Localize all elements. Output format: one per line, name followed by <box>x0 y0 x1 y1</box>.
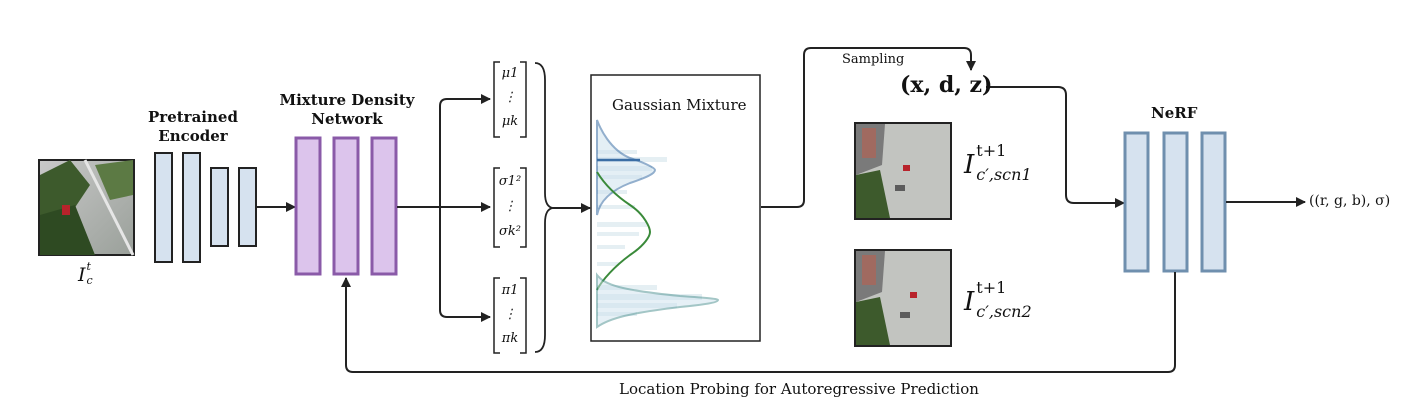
sampling-label: Sampling <box>842 52 905 67</box>
encoder-label-line1: Pretrained <box>148 108 238 126</box>
mu-1: μ1 <box>501 66 519 81</box>
nerf-layer-1 <box>1123 131 1150 273</box>
xdz-label: (x, d, z) <box>900 72 993 98</box>
gaussian-curve-3 <box>596 272 720 329</box>
scene-image-1 <box>854 122 952 220</box>
mdn-layer-2 <box>332 136 360 276</box>
scene2-symbol: I <box>964 287 975 317</box>
pi-1: π1 <box>501 283 519 298</box>
scene1-sup: t+1 <box>976 141 1007 160</box>
mu-vector: μ1 ⋮ μk <box>498 62 522 134</box>
sigma-vector: σ1² ⋮ σk² <box>498 169 522 244</box>
mdn-label-line2: Network <box>311 110 383 128</box>
scene2-sup: t+1 <box>976 278 1007 297</box>
mu-k: μk <box>501 114 519 129</box>
scene1-symbol: I <box>964 150 975 180</box>
arrow-gmm-to-sampling <box>761 47 976 208</box>
encoder-layer-2 <box>182 152 201 263</box>
encoder-block <box>154 152 257 263</box>
gaussian-mixture-label: Gaussian Mixture <box>612 96 747 114</box>
sigma-dots: ⋮ <box>503 199 517 214</box>
encoder-layer-3 <box>210 167 229 247</box>
vector-brackets <box>493 61 527 354</box>
encoder-label-line2: Encoder <box>158 127 228 145</box>
arrow-xdz-to-nerf <box>986 86 1125 208</box>
encoder-layer-4 <box>238 167 257 247</box>
pi-k: πk <box>501 331 519 346</box>
mdn-layer-3 <box>370 136 398 276</box>
nerf-label: NeRF <box>1151 104 1198 122</box>
feedback-arrow <box>341 272 1176 373</box>
scene2-sub: c′,scn2 <box>976 302 1032 321</box>
encoder-layer-1 <box>154 152 173 263</box>
output-label: ((r, g, b), σ) <box>1309 193 1391 209</box>
encoder-label: Pretrained Encoder <box>138 108 248 146</box>
mdn-block <box>294 136 398 276</box>
scene1-sub: c′,scn1 <box>976 165 1032 184</box>
input-image-sup: t <box>86 260 91 273</box>
nerf-block <box>1123 131 1227 273</box>
input-image-symbol: I <box>78 264 86 286</box>
pi-dots: ⋮ <box>503 307 517 322</box>
location-probing-label: Location Probing for Autoregressive Pred… <box>619 380 979 398</box>
nerf-layer-3 <box>1200 131 1227 273</box>
mdn-label: Mixture Density Network <box>272 91 422 129</box>
curly-brace <box>534 62 554 353</box>
gaussian-curve-2 <box>596 171 652 291</box>
mdn-output-arrows <box>397 94 491 322</box>
mdn-layer-1 <box>294 136 322 276</box>
nerf-layer-2 <box>1162 131 1189 273</box>
mdn-label-line1: Mixture Density <box>279 91 415 109</box>
sigma-1: σ1² <box>498 174 522 189</box>
scene-image-2 <box>854 249 952 347</box>
input-image <box>38 159 135 256</box>
mu-dots: ⋮ <box>503 90 517 105</box>
sigma-k: σk² <box>499 224 521 239</box>
input-image-sub: c <box>86 274 93 287</box>
pi-vector: π1 ⋮ πk <box>498 279 522 351</box>
